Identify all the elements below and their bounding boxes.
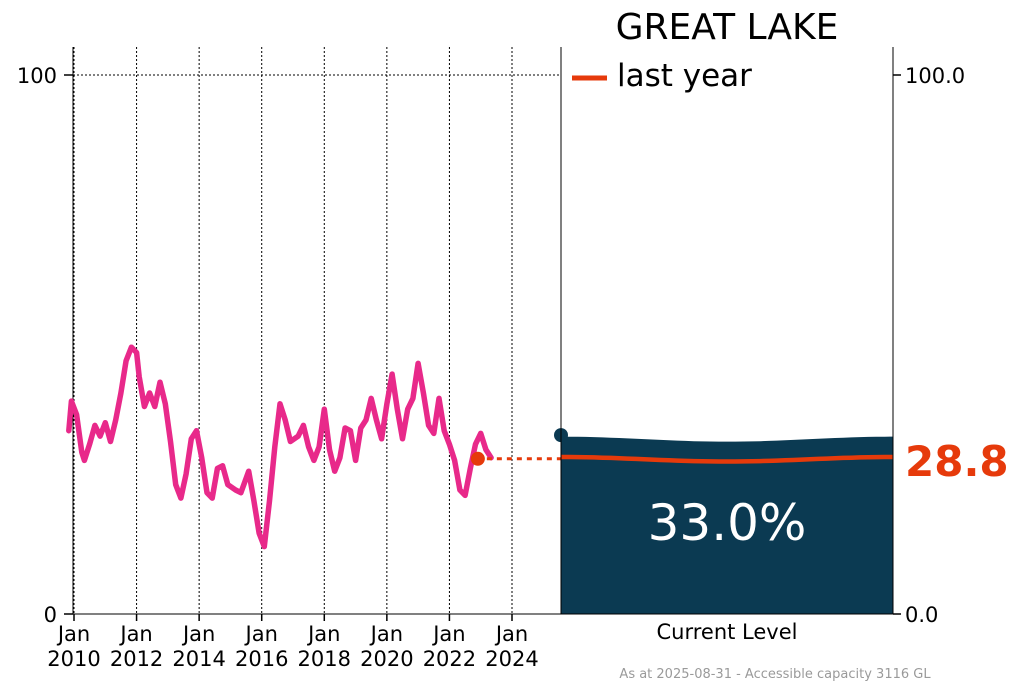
right-tick-label-0: 0.0	[905, 603, 938, 627]
x-tick-label-month: Jan	[494, 622, 528, 646]
footer-note: As at 2025-08-31 - Accessible capacity 3…	[619, 667, 931, 682]
vertical-gridlines	[73, 47, 513, 614]
y-tick-label-0: 0	[44, 603, 57, 627]
x-tick-label-year: 2014	[172, 647, 225, 671]
last-year-marker	[470, 451, 485, 466]
last-year-value: 28.8	[905, 437, 1009, 486]
x-tick-label-month: Jan	[369, 622, 403, 646]
x-tick-label-month: Jan	[118, 622, 152, 646]
x-tick-label-month: Jan	[181, 622, 215, 646]
x-tick-label-month: Jan	[306, 622, 340, 646]
x-tick-label-month: Jan	[431, 622, 465, 646]
y-tick-label-100: 100	[17, 64, 57, 88]
legend-label: last year	[617, 58, 752, 94]
x-tick-label-year: 2022	[423, 647, 476, 671]
current-level-panel: GREAT LAKE 33.0% last year 100.0 0.0 28.…	[560, 7, 1009, 644]
panel-title: GREAT LAKE	[616, 7, 839, 48]
x-tick-label-month: Jan	[244, 622, 278, 646]
x-tick-label-year: 2024	[485, 647, 538, 671]
x-tick-label-year: 2016	[235, 647, 288, 671]
panel-xlabel: Current Level	[657, 620, 798, 644]
x-tick-label-year: 2010	[47, 647, 100, 671]
current-level-fill	[561, 436, 893, 614]
history-panel: 100 0 Jan2010Jan2012Jan2014Jan2016Jan201…	[17, 47, 568, 671]
last-year-line	[561, 454, 893, 464]
x-tick-label-year: 2018	[298, 647, 351, 671]
x-ticks: Jan2010Jan2012Jan2014Jan2016Jan2018Jan20…	[47, 614, 539, 671]
x-tick-label-month: Jan	[56, 622, 90, 646]
current-level-percent: 33.0%	[648, 494, 807, 552]
x-tick-label-year: 2012	[110, 647, 163, 671]
series-line	[66, 344, 494, 550]
x-tick-label-year: 2020	[360, 647, 413, 671]
right-tick-label-100: 100.0	[905, 64, 965, 88]
